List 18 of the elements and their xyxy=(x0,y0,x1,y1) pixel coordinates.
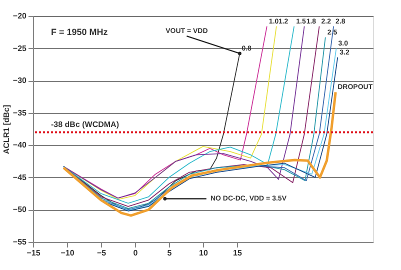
x-tick-label: −10 xyxy=(60,248,75,258)
y-tick-label: −45 xyxy=(12,172,28,182)
y-tick-label: −55 xyxy=(12,238,28,246)
y-tick-label: −40 xyxy=(12,140,28,150)
x-tick-label: 5 xyxy=(167,248,172,258)
x-tick-label: 10 xyxy=(199,248,208,258)
y-tick-label: −20 xyxy=(12,12,28,20)
x-tick-label: −15 xyxy=(26,248,41,258)
ref-line-label: -38 dBc (WCDMA) xyxy=(51,120,120,130)
annotation: F = 1950 MHz xyxy=(51,27,108,37)
y-tick-label: −30 xyxy=(12,76,28,86)
x-tick-label: 15 xyxy=(233,248,242,258)
y-tick-label: −25 xyxy=(12,44,28,53)
x-tick-label: 0 xyxy=(133,248,138,258)
x-tick-label: −5 xyxy=(96,248,107,258)
y-tick-label: −50 xyxy=(12,205,28,214)
y-axis-title: ACLR1 [dBc] xyxy=(2,104,11,154)
y-tick-label: −35 xyxy=(12,108,28,118)
